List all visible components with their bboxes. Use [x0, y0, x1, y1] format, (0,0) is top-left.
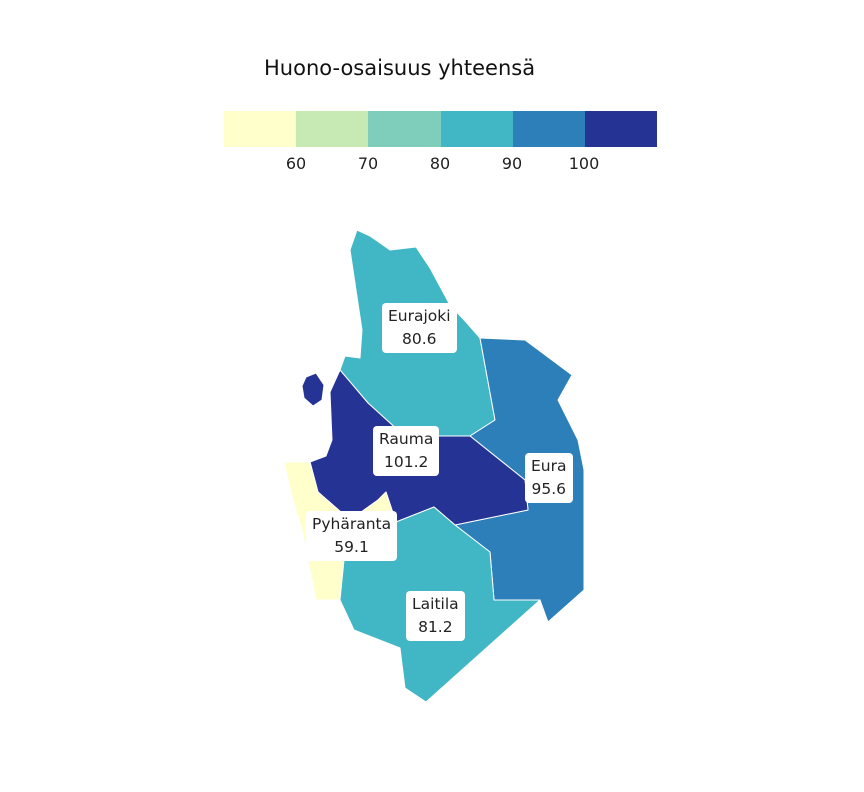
- legend-tick: 60: [285, 154, 307, 173]
- legend-tick: 100: [568, 154, 600, 173]
- region-label-eurajoki: Eurajoki 80.6: [382, 303, 457, 353]
- region-rauma-island[interactable]: [301, 372, 325, 407]
- region-label-laitila: Laitila 81.2: [406, 591, 465, 641]
- legend-tick: 90: [501, 154, 523, 173]
- color-legend: [224, 111, 658, 147]
- region-value: 59.1: [334, 538, 369, 556]
- region-value: 80.6: [402, 330, 437, 348]
- region-value: 101.2: [383, 453, 429, 471]
- region-name: Eura: [531, 457, 567, 475]
- region-name: Eurajoki: [388, 307, 451, 325]
- legend-swatch: [368, 111, 441, 147]
- region-value: 81.2: [418, 618, 453, 636]
- region-name: Rauma: [379, 430, 434, 448]
- region-label-eura: Eura 95.6: [525, 453, 573, 503]
- legend-swatch: [224, 111, 297, 147]
- region-name: Laitila: [412, 595, 459, 613]
- legend-swatch: [296, 111, 369, 147]
- region-name: Pyhäranta: [312, 515, 392, 533]
- legend-swatch: [584, 111, 658, 147]
- region-label-rauma: Rauma 101.2: [373, 426, 440, 476]
- legend-tick: 80: [429, 154, 451, 173]
- map-title: Huono-osaisuus yhteensä: [264, 56, 536, 80]
- legend-tick: 70: [357, 154, 379, 173]
- legend-swatch: [512, 111, 585, 147]
- region-label-pyharanta: Pyhäranta 59.1: [306, 511, 398, 561]
- legend-swatch: [440, 111, 513, 147]
- region-value: 95.6: [531, 480, 566, 498]
